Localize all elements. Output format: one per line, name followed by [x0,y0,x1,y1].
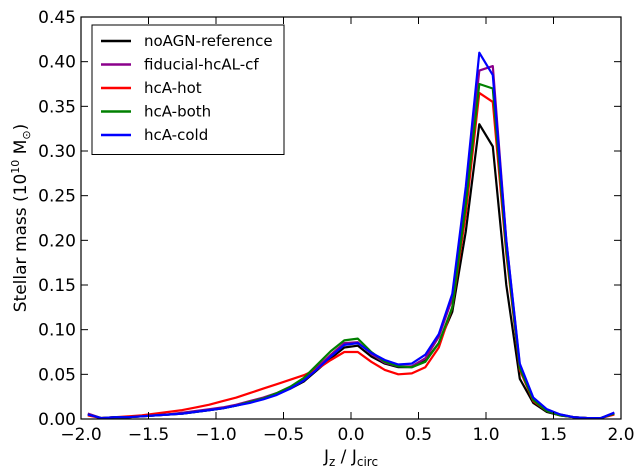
legend-label-fiducial-hcAL-cf: fiducial-hcAL-cf [144,56,259,74]
x-tick-label: −1.0 [195,425,236,445]
x-tick-label: −0.5 [263,425,304,445]
series-line-noAGN-reference [87,123,615,420]
x-tick-label: 1.5 [540,425,567,445]
x-tick-label: −1.5 [128,425,169,445]
ticks-layer: −2.0 −1.5 −1.0 −0.5 0.0 0.5 1.0 1.5 2.0 0.00 0.05 0… [38,8,634,445]
x-axis-label: Jz / Jcirc [323,447,378,469]
x-tick-label: 1.0 [472,425,499,445]
x-tick-label: −2.0 [60,425,101,445]
series-layer [87,51,615,420]
y-tick-label: 0.20 [38,231,76,251]
series-line-hcA-cold [87,51,615,420]
y-tick-label: 0.30 [38,142,76,162]
legend-label-hcA-hot: hcA-hot [144,79,202,97]
legend: noAGN-reference fiducial-hcAL-cf hcA-hot hc… [91,24,285,155]
legend-label-noAGN-reference: noAGN-reference [144,32,273,50]
y-tick-label: 0.15 [38,276,76,296]
y-axis-label: Stellar mass (1010 M⊙) [9,124,33,312]
legend-label-hcA-cold: hcA-cold [144,126,208,144]
x-tick-label: 2.0 [607,425,634,445]
x-tick-label: 0.0 [337,425,364,445]
x-tick-label: 0.5 [405,425,432,445]
legend-label-hcA-both: hcA-both [144,103,211,121]
y-tick-label: 0.00 [38,410,76,430]
y-tick-label: 0.25 [38,187,76,207]
y-tick-label: 0.45 [38,8,76,28]
y-tick-label: 0.40 [38,53,76,73]
y-tick-label: 0.35 [38,97,76,117]
y-tick-label: 0.10 [38,321,76,341]
y-tick-label: 0.05 [38,365,76,385]
legend-box [91,24,285,155]
